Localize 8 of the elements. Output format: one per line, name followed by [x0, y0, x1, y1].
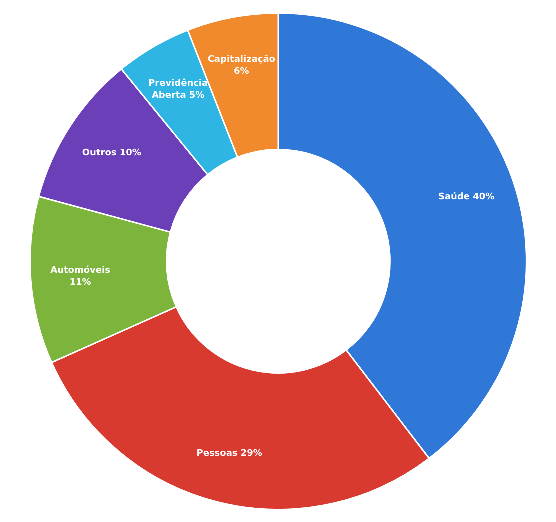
slice-label: Previdência Aberta 5%	[148, 78, 208, 101]
slice-label: Automóveis	[50, 264, 110, 276]
slice-label: Pessoas 29%	[196, 449, 262, 460]
slice-label: Outros 10%	[82, 148, 142, 158]
slice-label: Capitalização	[208, 55, 276, 66]
data-label: 6%	[234, 67, 250, 78]
slice-label: Saúde 40%	[438, 192, 495, 203]
data-label: 11%	[70, 278, 92, 288]
